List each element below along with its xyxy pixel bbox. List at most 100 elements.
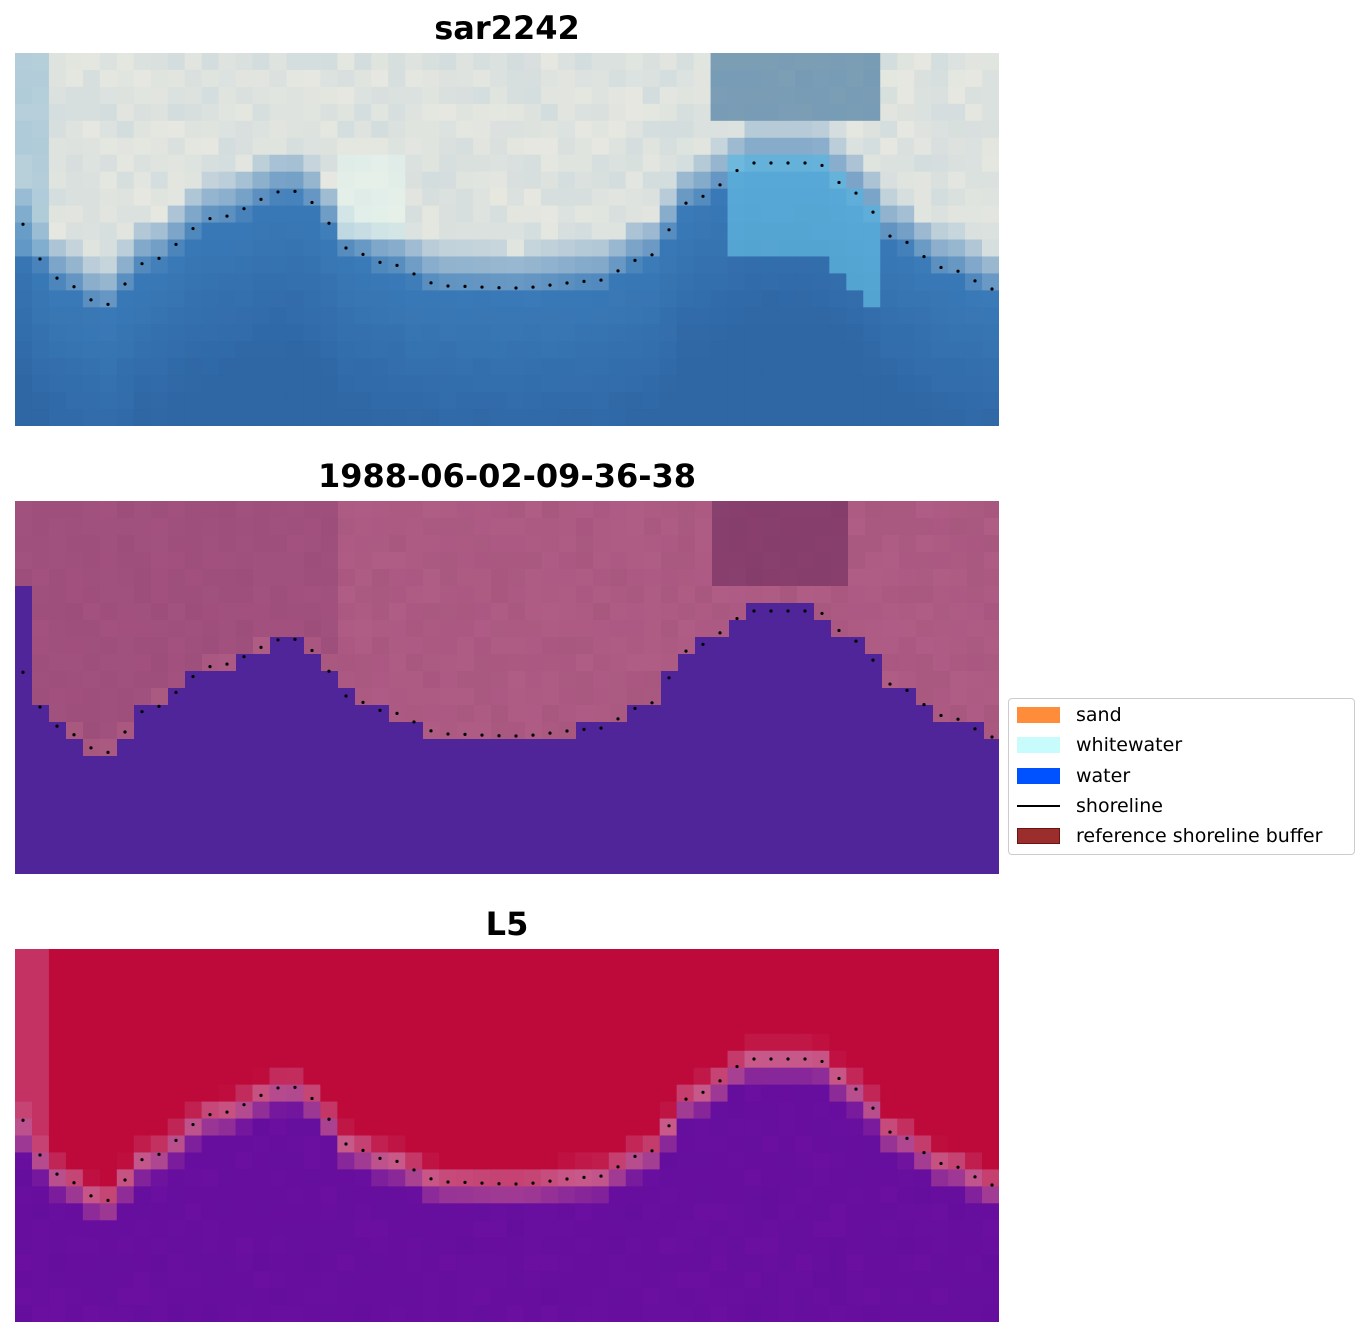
class-pixel bbox=[151, 705, 169, 723]
class-pixel bbox=[185, 773, 203, 791]
pixel bbox=[761, 358, 780, 376]
prob-pixel bbox=[591, 1288, 610, 1306]
prob-pixel bbox=[439, 1254, 457, 1272]
prob-pixel bbox=[150, 999, 169, 1018]
shoreline-dot bbox=[820, 163, 824, 168]
prob-pixel bbox=[218, 1186, 237, 1204]
pixel bbox=[982, 188, 999, 207]
class-pixel bbox=[814, 841, 832, 859]
class-pixel bbox=[389, 739, 407, 757]
pixel bbox=[642, 307, 661, 325]
prob-pixel bbox=[456, 1135, 474, 1154]
pixel bbox=[965, 137, 983, 156]
pixel bbox=[15, 273, 33, 291]
prob-pixel bbox=[15, 1169, 33, 1187]
prob-pixel bbox=[507, 1152, 525, 1171]
prob-pixel bbox=[829, 1067, 847, 1086]
pixel bbox=[456, 222, 474, 241]
class-pixel bbox=[542, 637, 560, 655]
class-pixel bbox=[933, 688, 951, 706]
pixel bbox=[218, 86, 237, 105]
class-pixel bbox=[270, 824, 288, 842]
class-pixel bbox=[559, 501, 577, 519]
prob-pixel bbox=[473, 1135, 491, 1154]
pixel bbox=[642, 239, 661, 258]
pixel bbox=[727, 53, 746, 71]
prob-pixel bbox=[523, 1237, 542, 1255]
pixel bbox=[982, 120, 999, 139]
class-pixel bbox=[440, 739, 458, 757]
prob-pixel bbox=[269, 1271, 288, 1289]
prob-pixel bbox=[167, 1118, 186, 1137]
prob-pixel bbox=[897, 1203, 915, 1221]
class-pixel bbox=[423, 501, 441, 519]
class-pixel bbox=[32, 569, 50, 587]
class-pixel bbox=[967, 637, 985, 655]
class-pixel bbox=[576, 637, 594, 655]
shoreline-dot bbox=[157, 1152, 161, 1156]
class-pixel bbox=[304, 637, 322, 655]
pixel bbox=[761, 290, 780, 308]
class-pixel bbox=[491, 858, 509, 874]
class-pixel bbox=[542, 586, 560, 604]
class-pixel bbox=[49, 552, 67, 570]
class-pixel bbox=[66, 841, 84, 859]
prob-pixel bbox=[65, 982, 84, 1001]
prob-pixel bbox=[557, 965, 576, 984]
class-pixel bbox=[865, 807, 883, 825]
class-pixel bbox=[202, 671, 220, 689]
prob-pixel bbox=[846, 1084, 864, 1103]
class-pixel bbox=[899, 807, 917, 825]
prob-pixel bbox=[286, 1271, 305, 1289]
prob-pixel bbox=[405, 1050, 423, 1069]
shoreline-dot bbox=[786, 1057, 790, 1061]
pixel bbox=[914, 392, 932, 410]
prob-pixel bbox=[337, 1016, 355, 1035]
pixel bbox=[99, 103, 118, 122]
prob-pixel bbox=[439, 982, 457, 1001]
class-pixel bbox=[559, 535, 577, 553]
pixel bbox=[201, 239, 220, 258]
prob-pixel bbox=[82, 1203, 101, 1221]
class-pixel bbox=[525, 671, 543, 689]
class-pixel bbox=[916, 739, 934, 757]
prob-pixel bbox=[82, 1152, 101, 1171]
class-pixel bbox=[661, 654, 679, 672]
pixel bbox=[456, 375, 474, 393]
pixel bbox=[405, 358, 423, 376]
prob-pixel bbox=[982, 1050, 999, 1069]
pixel bbox=[456, 137, 474, 156]
prob-pixel bbox=[693, 1016, 712, 1035]
class-pixel bbox=[270, 739, 288, 757]
prob-pixel bbox=[201, 1288, 220, 1306]
pixel bbox=[523, 103, 542, 122]
pixel bbox=[303, 69, 321, 88]
class-pixel bbox=[763, 790, 781, 808]
legend-label-reference-buffer: reference shoreline buffer bbox=[1076, 825, 1323, 847]
prob-pixel bbox=[490, 1033, 508, 1052]
pixel bbox=[133, 222, 152, 241]
class-pixel bbox=[525, 773, 543, 791]
prob-pixel bbox=[201, 1152, 220, 1171]
shoreline-dot bbox=[242, 207, 246, 211]
prob-pixel bbox=[931, 999, 949, 1018]
prob-pixel bbox=[795, 1203, 813, 1221]
prob-pixel bbox=[405, 1203, 423, 1221]
class-pixel bbox=[678, 518, 696, 536]
pixel bbox=[863, 222, 881, 241]
pixel bbox=[591, 290, 610, 308]
pixel bbox=[422, 86, 440, 105]
class-pixel bbox=[627, 739, 645, 757]
pixel bbox=[82, 205, 101, 224]
class-pixel bbox=[865, 705, 883, 723]
prob-pixel bbox=[116, 1237, 135, 1255]
pixel bbox=[914, 69, 932, 88]
pixel bbox=[557, 188, 576, 207]
pixel bbox=[167, 53, 186, 71]
prob-pixel bbox=[116, 1271, 135, 1289]
class-pixel bbox=[389, 773, 407, 791]
pixel bbox=[812, 120, 830, 139]
class-pixel bbox=[525, 841, 543, 859]
prob-pixel bbox=[184, 1050, 203, 1069]
class-pixel bbox=[933, 671, 951, 689]
